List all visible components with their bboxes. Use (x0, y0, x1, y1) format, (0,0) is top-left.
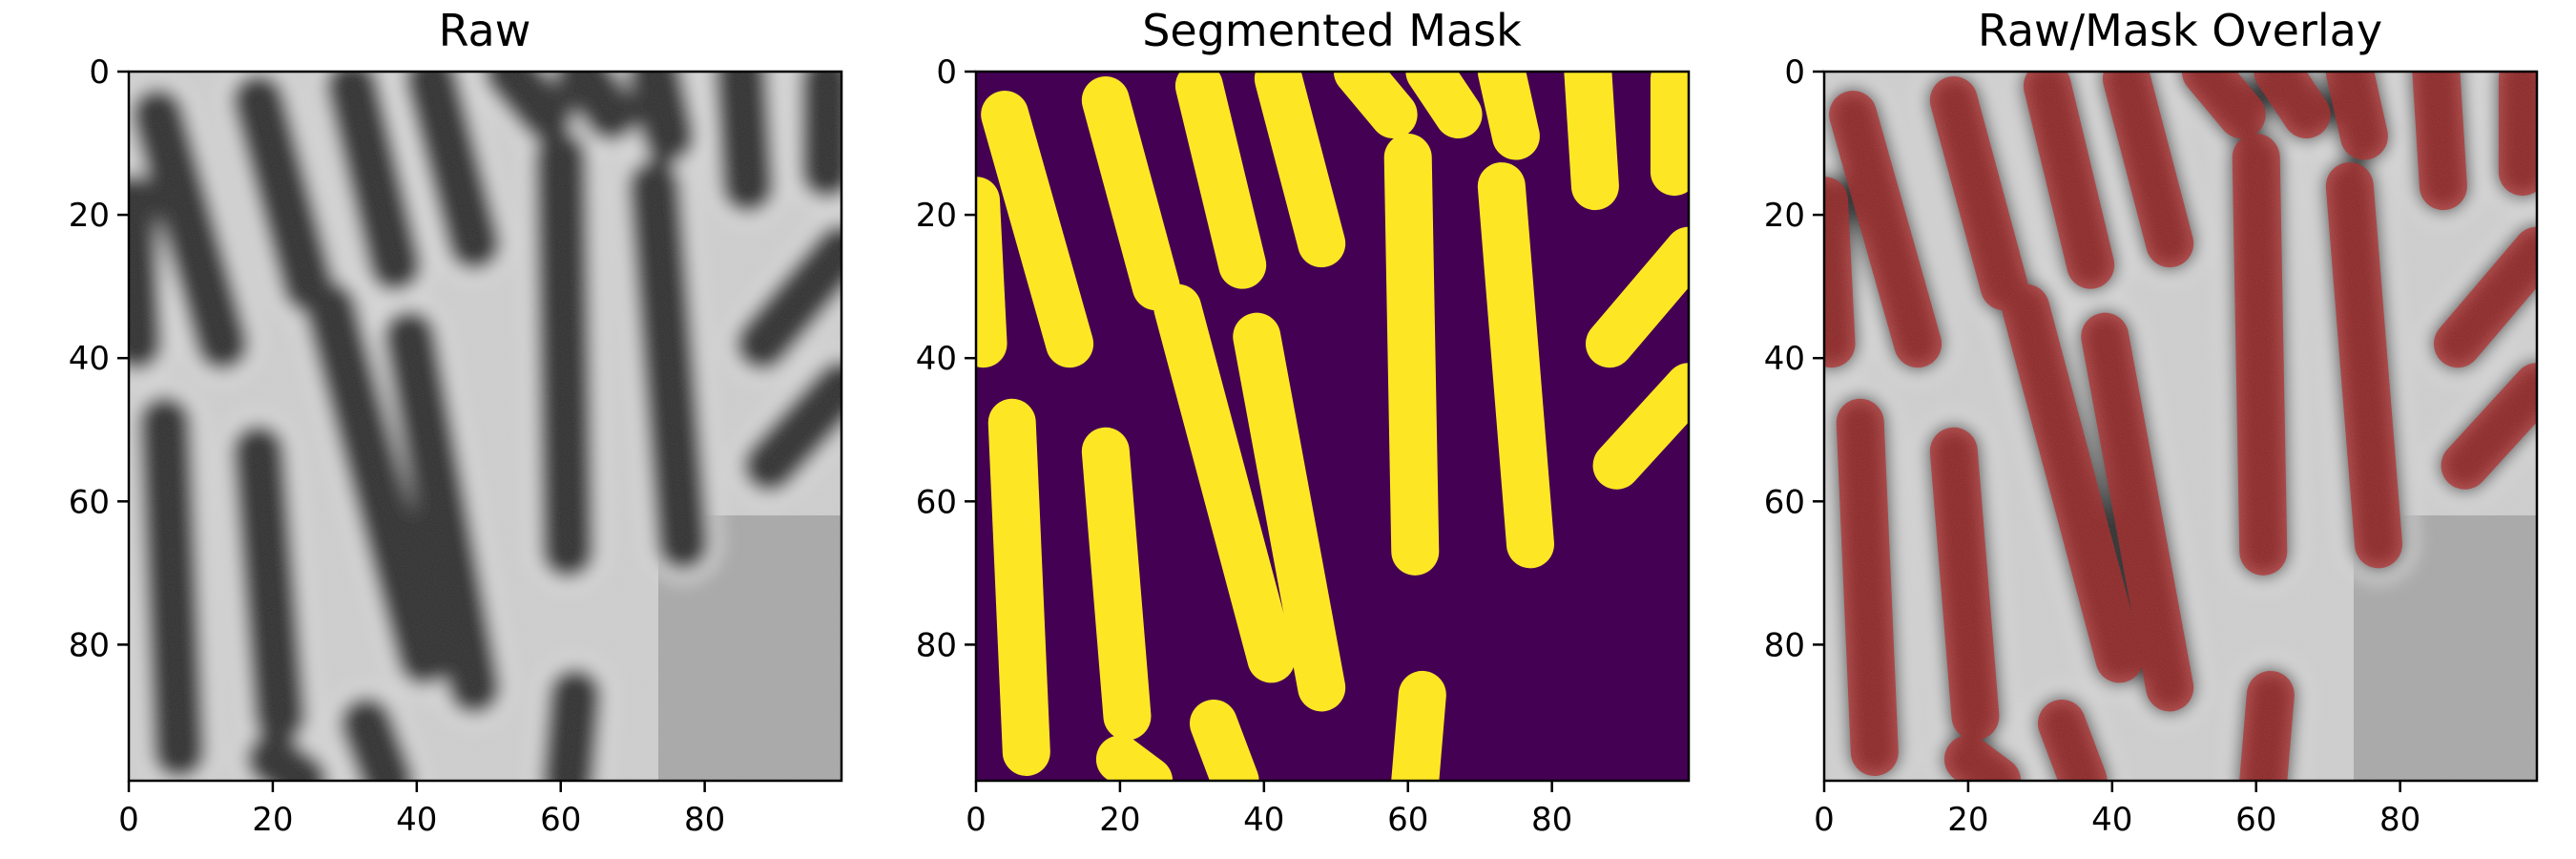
mask-cell-0 (981, 91, 1094, 368)
x-tick-label-overlay-3: 60 (2235, 801, 2276, 839)
overlay-image (1824, 72, 2537, 781)
x-tick-label-raw-4: 80 (684, 801, 725, 839)
x-tick-label-raw-3: 60 (540, 801, 581, 839)
y-tick-label-mask-2: 40 (916, 340, 957, 378)
mask-cell-17 (1190, 699, 1259, 781)
x-tick-label-overlay-1: 20 (1947, 801, 1988, 839)
y-tick-label-overlay-2: 40 (1764, 340, 1805, 378)
y-tick-label-overlay-1: 20 (1764, 197, 1805, 235)
axes-frame-overlay (1822, 70, 2539, 783)
mask-cell-20 (1592, 363, 1689, 490)
x-tick-label-raw-1: 20 (252, 801, 293, 839)
panel-raw: Raw 0 20 40 60 80 0 20 40 60 80 (69, 5, 843, 839)
y-tick-label-mask-3: 60 (916, 483, 957, 521)
axes-frame-raw (127, 70, 843, 783)
x-tick-label-overlay-0: 0 (1814, 801, 1835, 839)
x-tick-label-mask-3: 60 (1387, 801, 1428, 839)
mask-image (976, 72, 1689, 781)
mask-cell-14 (987, 398, 1050, 776)
mask-cell-2 (1174, 72, 1267, 289)
mask-cell-12 (1233, 312, 1346, 712)
y-tick-label-overlay-0: 0 (1784, 53, 1805, 92)
y-tick-label-raw-1: 20 (69, 197, 110, 235)
mask-cell-1 (1081, 76, 1180, 311)
x-tick-label-mask-1: 20 (1099, 801, 1140, 839)
y-tick-label-raw-0: 0 (89, 53, 110, 92)
y-tick-label-mask-0: 0 (936, 53, 957, 92)
mask-cell-18 (1095, 735, 1174, 781)
y-tick-label-raw-4: 80 (69, 626, 110, 664)
mask-cell-15 (976, 177, 1008, 368)
x-tick-label-overlay-4: 80 (2379, 801, 2420, 839)
mask-cell-4 (1333, 72, 1418, 139)
y-tick-label-mask-4: 80 (916, 626, 957, 664)
x-tick-label-overlay-2: 40 (2091, 801, 2132, 839)
mask-cell-7 (1383, 134, 1440, 576)
mask-cell-19 (1586, 226, 1689, 368)
y-tick-label-overlay-4: 80 (1764, 626, 1805, 664)
mask-cell-5 (1405, 72, 1483, 139)
mask-cell-6 (1477, 72, 1540, 160)
ticks-mask: 0 20 40 60 80 0 20 40 60 80 (916, 53, 1573, 839)
y-tick-label-overlay-3: 60 (1764, 483, 1805, 521)
panel-overlay: Raw/Mask Overlay 0 20 40 60 80 0 20 40 60 80 (1764, 5, 2539, 839)
y-tick-label-raw-3: 60 (69, 483, 110, 521)
x-tick-label-mask-2: 40 (1243, 801, 1284, 839)
x-tick-label-mask-0: 0 (966, 801, 987, 839)
y-tick-label-raw-2: 40 (69, 340, 110, 378)
y-tick-label-mask-1: 20 (916, 197, 957, 235)
panel-mask: Segmented Mask 0 20 40 60 80 0 20 40 60 80 (916, 5, 1691, 839)
panel-title-overlay: Raw/Mask Overlay (1978, 5, 2382, 56)
x-tick-label-raw-2: 40 (396, 801, 437, 839)
ticks-overlay: 0 20 40 60 80 0 20 40 60 80 (1764, 53, 2421, 839)
mask-cell-16 (1391, 670, 1446, 781)
x-tick-label-mask-4: 80 (1531, 801, 1572, 839)
x-tick-label-raw-0: 0 (118, 801, 139, 839)
panel-title-raw: Raw (439, 5, 531, 56)
mask-cell-3 (1254, 72, 1346, 268)
mask-cell-8 (1477, 162, 1554, 569)
mask-cell-9 (1564, 72, 1619, 211)
mask-cell-11 (1153, 283, 1296, 683)
raw-image (129, 72, 841, 781)
mask-cell-13 (1081, 427, 1152, 741)
axes-frame-mask (974, 70, 1691, 783)
ticks-raw: 0 20 40 60 80 0 20 40 60 80 (69, 53, 726, 839)
panel-title-mask: Segmented Mask (1142, 5, 1522, 56)
